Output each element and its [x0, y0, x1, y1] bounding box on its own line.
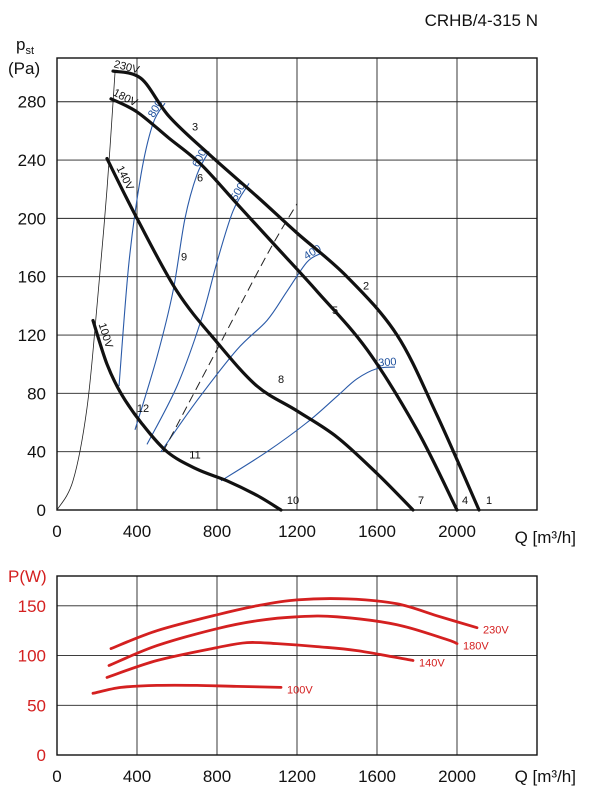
- y-tick-label: 40: [27, 443, 46, 462]
- x-axis-label: Q [m³/h]: [515, 767, 576, 786]
- fan-curve-230v: [111, 69, 481, 512]
- x-tick-label: 1200: [278, 522, 316, 541]
- power-curve-100v: [91, 683, 283, 695]
- y-tick-label: 160: [18, 268, 46, 287]
- point-label-7: 7: [418, 495, 424, 507]
- system-curve-400: [160, 252, 322, 453]
- x-tick-label: 0: [52, 767, 61, 786]
- power-curve-label-180v: 180V: [463, 641, 489, 653]
- system-curve-limit: [56, 72, 116, 511]
- power-curve-180v: [107, 614, 459, 667]
- x-tick-label: 400: [123, 522, 151, 541]
- chart-title: CRHB/4-315 N: [425, 11, 538, 30]
- plot-frame: [56, 575, 538, 756]
- power-curve-230v: [109, 597, 479, 650]
- y-tick-label: 240: [18, 151, 46, 170]
- x-tick-label: 2000: [438, 522, 476, 541]
- y-tick-label: 200: [18, 209, 46, 228]
- system-curve-600: [134, 151, 210, 430]
- fan-curve-100v: [91, 318, 283, 512]
- power-chart: 0 400 800 1200 1600 2000 0 50 100 150 P(W) Q [m³/h]…: [8, 567, 576, 786]
- x-tick-label: 800: [203, 767, 231, 786]
- y-tick-label: 80: [27, 384, 46, 403]
- x-tick-label: 800: [203, 522, 231, 541]
- system-curve-300: [220, 366, 396, 482]
- fan-curve-140v: [105, 157, 415, 512]
- x-tick-label: 2000: [438, 767, 476, 786]
- system-curve-500: [146, 183, 250, 445]
- point-label-5: 5: [332, 305, 338, 317]
- x-tick-label: 1600: [358, 767, 396, 786]
- x-axis-label: Q [m³/h]: [515, 528, 576, 547]
- point-label-2: 2: [363, 280, 369, 292]
- x-tick-label: 0: [52, 522, 61, 541]
- point-label-8: 8: [278, 374, 284, 386]
- pressure-chart: 0 400 800 1200 1600 2000 0 40 80 120 160 200 240 280 p…: [8, 35, 576, 547]
- y-axis-label: P(W): [8, 567, 47, 586]
- y-tick-label: 0: [37, 501, 46, 520]
- y-tick-label: 120: [18, 326, 46, 345]
- y-tick-label: 280: [18, 93, 46, 112]
- point-label-4: 4: [462, 495, 468, 507]
- power-curve-140v: [105, 641, 415, 679]
- y-axis-label-sub: st: [25, 45, 34, 57]
- x-tick-label: 400: [123, 767, 151, 786]
- y-tick-label: 0: [37, 746, 46, 765]
- system-curve-label-300: 300: [378, 356, 397, 369]
- point-label-6: 6: [197, 173, 203, 185]
- plot-frame: [56, 57, 538, 511]
- y-tick-label: 100: [18, 647, 46, 666]
- y-tick-label: 150: [18, 597, 46, 616]
- point-label-1: 1: [486, 495, 492, 507]
- y-tick-label: 50: [27, 696, 46, 715]
- power-curve-label-140v: 140V: [419, 658, 445, 670]
- point-label-10: 10: [287, 495, 299, 507]
- x-tick-label: 1600: [358, 522, 396, 541]
- power-curve-label-230v: 230V: [483, 625, 509, 637]
- point-label-12: 12: [137, 403, 149, 415]
- x-tick-label: 1200: [278, 767, 316, 786]
- point-label-11: 11: [189, 450, 200, 462]
- dashed-line: [162, 203, 298, 452]
- point-label-9: 9: [181, 251, 187, 263]
- y-axis-unit: (Pa): [8, 59, 40, 78]
- power-curve-label-100v: 100V: [287, 684, 313, 696]
- point-label-3: 3: [192, 122, 198, 134]
- system-curve-800: [118, 102, 166, 387]
- y-axis-label: pst: [16, 35, 34, 57]
- fan-curve-180v: [109, 97, 459, 512]
